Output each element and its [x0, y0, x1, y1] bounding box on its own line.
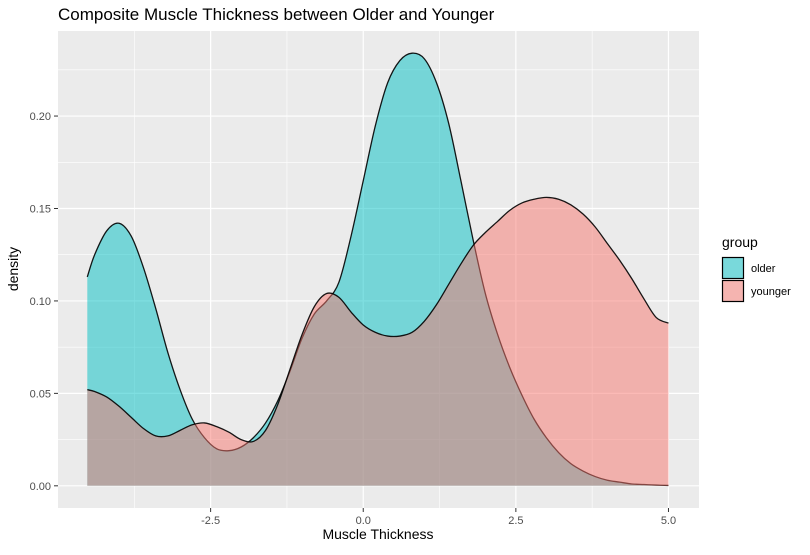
legend-key-older [721, 256, 745, 280]
x-axis-label: Muscle Thickness [322, 526, 433, 542]
y-tick-label: 0.00 [30, 481, 51, 493]
density-areas [86, 52, 669, 487]
x-tick-label: 5.0 [661, 515, 676, 527]
legend-title: group [722, 234, 758, 250]
x-axis: -2.5 0.0 2.5 5.0 [201, 508, 676, 527]
legend-label-younger: younger [751, 286, 791, 298]
density-area-older [87, 53, 669, 486]
legend-label-older: older [751, 263, 776, 275]
x-tick-label: 0.0 [356, 515, 371, 527]
y-axis: 0.00 0.05 0.10 0.15 0.20 [30, 111, 58, 493]
chart-title: Composite Muscle Thickness between Older… [58, 5, 495, 24]
y-tick-label: 0.05 [30, 388, 51, 400]
legend: group older younger [721, 234, 791, 303]
legend-key-younger [721, 279, 745, 303]
x-tick-label: 2.5 [508, 515, 523, 527]
legend-swatch-older [721, 256, 745, 280]
y-tick-label: 0.20 [30, 111, 51, 123]
y-tick-label: 0.15 [30, 203, 51, 215]
y-tick-label: 0.10 [30, 296, 51, 308]
legend-swatch-younger [721, 279, 745, 303]
y-axis-label: density [5, 247, 21, 291]
x-tick-label: -2.5 [201, 515, 220, 527]
density-area-younger [87, 197, 669, 486]
density-line-younger [87, 196, 669, 443]
